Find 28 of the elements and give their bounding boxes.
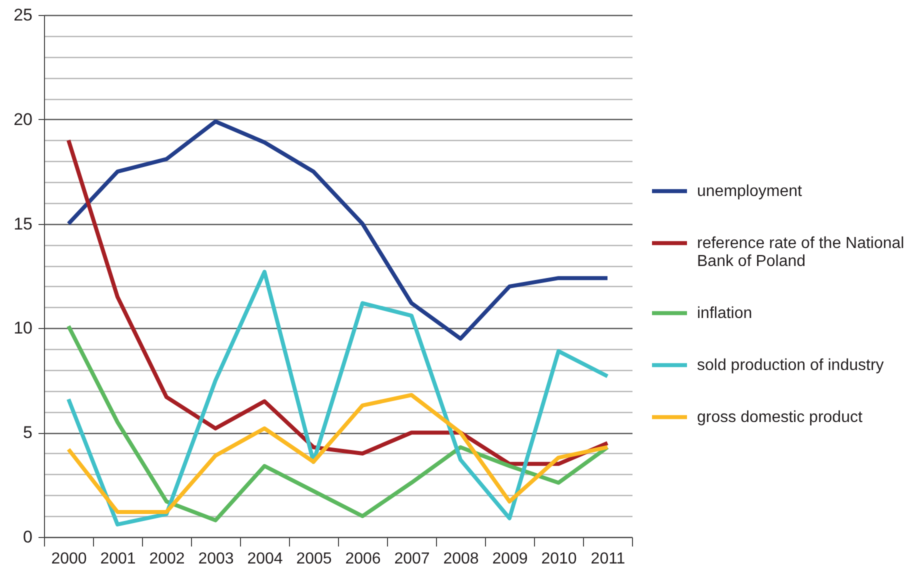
y-tick-label: 20 bbox=[14, 110, 32, 129]
line-series bbox=[66, 270, 610, 526]
x-tick-label: 2002 bbox=[149, 550, 185, 567]
y-tick-label: 10 bbox=[14, 318, 32, 338]
x-tick-label: 2003 bbox=[198, 550, 234, 567]
y-tick-label: 5 bbox=[23, 423, 32, 442]
x-tick-label: 2008 bbox=[443, 550, 479, 567]
x-tick-label: 2001 bbox=[100, 550, 136, 567]
x-tick-label: 2004 bbox=[247, 550, 283, 567]
line-series bbox=[66, 119, 610, 341]
y-tick-label: 0 bbox=[23, 528, 32, 546]
x-tick-label: 2005 bbox=[296, 550, 332, 567]
line-series bbox=[66, 324, 610, 522]
legend-label: sold production of industry bbox=[697, 357, 884, 374]
x-tick-label: 2006 bbox=[345, 550, 381, 567]
y-tick-label: 15 bbox=[14, 214, 32, 234]
legend-label: unemployment bbox=[697, 183, 802, 200]
x-tick-label: 2010 bbox=[541, 550, 577, 567]
y-tick-label: 25 bbox=[14, 6, 32, 24]
legend-label: inflation bbox=[697, 305, 752, 322]
line-series bbox=[66, 393, 610, 514]
x-tick-label: 2011 bbox=[590, 550, 626, 567]
legend-label: gross domestic product bbox=[697, 409, 863, 426]
x-tick-label: 2007 bbox=[394, 550, 430, 567]
x-tick-label: 2000 bbox=[51, 550, 87, 567]
legend-label: reference rate of the National Bank of Poland bbox=[697, 235, 904, 270]
line-series bbox=[66, 138, 610, 466]
x-tick-label: 2009 bbox=[492, 550, 528, 567]
